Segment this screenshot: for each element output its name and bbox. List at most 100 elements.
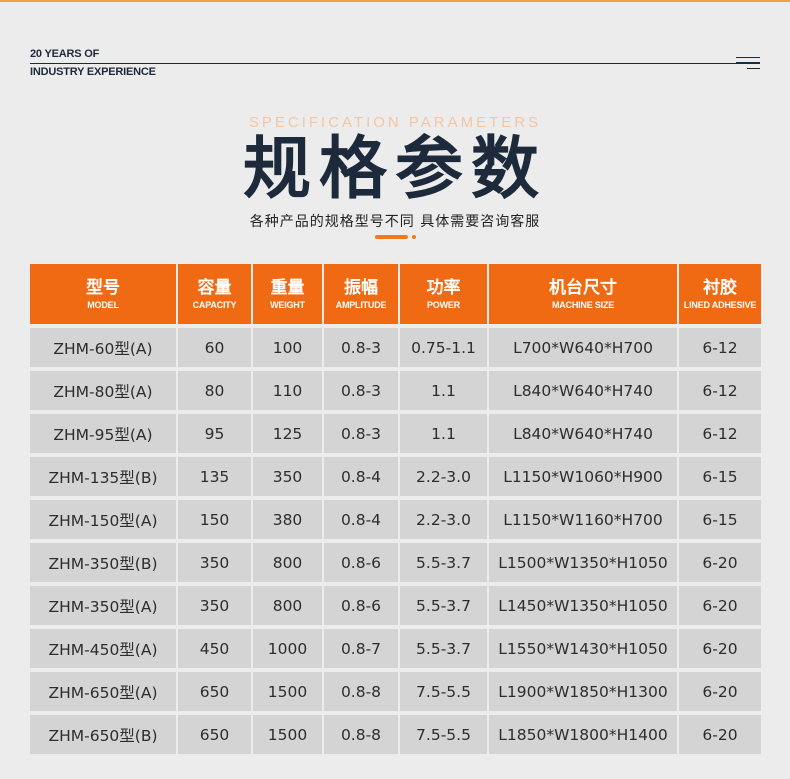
model-cell: ZHM-450型(A): [30, 629, 178, 672]
column-header-capacity: 容量 CAPACITY: [178, 264, 253, 328]
lined-adhesive-cell: 6-20: [679, 586, 761, 629]
machine-size-cell: L1900*W1850*H1300: [489, 672, 679, 715]
table-row: ZHM-350型(A) 350 800 0.8-6 5.5-3.7 L1450*W1350…: [30, 586, 761, 629]
weight-cell: 800: [253, 543, 324, 586]
power-cell: 5.5-3.7: [400, 586, 489, 629]
title-underline-dash: [375, 235, 408, 239]
machine-size-cell: L1550*W1430*H1050: [489, 629, 679, 672]
table-row: ZHM-95型(A) 95 125 0.8-3 1.1 L840*W640*H740 6-1…: [30, 414, 761, 457]
machine-size-cell: L1150*W1160*H700: [489, 500, 679, 543]
amplitude-cell: 0.8-6: [324, 586, 400, 629]
weight-cell: 110: [253, 371, 324, 414]
column-header-sublabel: WEIGHT: [270, 300, 305, 310]
capacity-cell: 350: [178, 586, 253, 629]
machine-size-cell: L1450*W1350*H1050: [489, 586, 679, 629]
model-cell: ZHM-60型(A): [30, 328, 178, 371]
spec-table-header: 型号 MODEL 容量 CAPACITY 重量 WEIGHT 振幅 AMPLIT…: [30, 264, 761, 328]
model-cell: ZHM-350型(B): [30, 543, 178, 586]
column-header-label: 机台尺寸: [549, 278, 617, 298]
power-cell: 7.5-5.5: [400, 715, 489, 754]
power-cell: 5.5-3.7: [400, 629, 489, 672]
model-cell: ZHM-135型(B): [30, 457, 178, 500]
table-row: ZHM-650型(A) 650 1500 0.8-8 7.5-5.5 L1900*W185…: [30, 672, 761, 715]
capacity-cell: 650: [178, 672, 253, 715]
table-row: ZHM-80型(A) 80 110 0.8-3 1.1 L840*W640*H740 6-1…: [30, 371, 761, 414]
capacity-cell: 650: [178, 715, 253, 754]
lined-adhesive-cell: 6-20: [679, 543, 761, 586]
lined-adhesive-cell: 6-15: [679, 500, 761, 543]
column-header-power: 功率 POWER: [400, 264, 489, 328]
table-row: ZHM-450型(A) 450 1000 0.8-7 5.5-3.7 L1550*W143…: [30, 629, 761, 672]
column-header-sublabel: MACHINE SIZE: [551, 300, 615, 310]
power-cell: 0.75-1.1: [400, 328, 489, 371]
section-subtitle: 各种产品的规格型号不同 具体需要咨询客服: [249, 214, 541, 230]
lined-adhesive-cell: 6-12: [679, 414, 761, 457]
capacity-cell: 350: [178, 543, 253, 586]
column-header-label: 功率: [426, 278, 461, 298]
lined-adhesive-cell: 6-20: [679, 629, 761, 672]
tagline-line-2: INDUSTRY EXPERIENCE: [30, 66, 156, 78]
column-header-model: 型号 MODEL: [30, 264, 178, 328]
lined-adhesive-cell: 6-15: [679, 457, 761, 500]
capacity-cell: 80: [178, 371, 253, 414]
column-header-sublabel: MODEL: [87, 300, 119, 310]
company-tagline: 20 YEARS OF INDUSTRY EXPERIENCE: [30, 47, 156, 79]
section-title-cn: 规格参数: [242, 130, 547, 209]
column-header-sublabel: AMPLITUDE: [335, 300, 387, 310]
column-header-label: 重量: [270, 278, 305, 298]
weight-cell: 125: [253, 414, 324, 457]
weight-cell: 1000: [253, 629, 324, 672]
menu-lines-icon[interactable]: [736, 56, 760, 72]
amplitude-cell: 0.8-3: [324, 414, 400, 457]
model-cell: ZHM-150型(A): [30, 500, 178, 543]
column-header-sublabel: POWER: [426, 300, 460, 310]
machine-size-cell: L1150*W1060*H900: [489, 457, 679, 500]
machine-size-cell: L840*W640*H740: [489, 414, 679, 457]
power-cell: 1.1: [400, 371, 489, 414]
weight-cell: 350: [253, 457, 324, 500]
header-divider: [30, 63, 760, 64]
power-cell: 5.5-3.7: [400, 543, 489, 586]
power-cell: 2.2-3.0: [400, 457, 489, 500]
machine-size-cell: L1850*W1800*H1400: [489, 715, 679, 754]
table-row: ZHM-150型(A) 150 380 0.8-4 2.2-3.0 L1150*W1160…: [30, 500, 761, 543]
model-cell: ZHM-80型(A): [30, 371, 178, 414]
power-cell: 7.5-5.5: [400, 672, 489, 715]
lined-adhesive-cell: 6-20: [679, 672, 761, 715]
capacity-cell: 150: [178, 500, 253, 543]
lined-adhesive-cell: 6-12: [679, 328, 761, 371]
model-cell: ZHM-650型(A): [30, 672, 178, 715]
amplitude-cell: 0.8-4: [324, 457, 400, 500]
weight-cell: 380: [253, 500, 324, 543]
weight-cell: 800: [253, 586, 324, 629]
title-underline-dot: [412, 235, 416, 239]
amplitude-cell: 0.8-3: [324, 328, 400, 371]
model-cell: ZHM-95型(A): [30, 414, 178, 457]
column-header-sublabel: CAPACITY: [192, 300, 237, 310]
table-row: ZHM-135型(B) 135 350 0.8-4 2.2-3.0 L1150*W1060…: [30, 457, 761, 500]
machine-size-cell: L840*W640*H740: [489, 371, 679, 414]
lined-adhesive-cell: 6-20: [679, 715, 761, 754]
weight-cell: 1500: [253, 672, 324, 715]
column-header-label: 振幅: [344, 278, 378, 298]
weight-cell: 100: [253, 328, 324, 371]
power-cell: 2.2-3.0: [400, 500, 489, 543]
spec-table-body: ZHM-60型(A) 60 100 0.8-3 0.75-1.1 L700*W640*H7…: [30, 328, 761, 754]
weight-cell: 1500: [253, 715, 324, 754]
amplitude-cell: 0.8-4: [324, 500, 400, 543]
column-header-weight: 重量 WEIGHT: [253, 264, 324, 328]
section-title-en: SPECIFICATION PARAMETERS: [248, 114, 542, 131]
machine-size-cell: L1500*W1350*H1050: [489, 543, 679, 586]
amplitude-cell: 0.8-3: [324, 371, 400, 414]
tagline-line-1: 20 YEARS OF: [30, 48, 100, 60]
column-header-label: 型号: [86, 278, 120, 298]
lined-adhesive-cell: 6-12: [679, 371, 761, 414]
capacity-cell: 95: [178, 414, 253, 457]
capacity-cell: 450: [178, 629, 253, 672]
amplitude-cell: 0.8-7: [324, 629, 400, 672]
table-row: ZHM-650型(B) 650 1500 0.8-8 7.5-5.5 L1850*W180…: [30, 715, 761, 754]
column-header-label: 容量: [197, 278, 232, 298]
column-header-sublabel: LINED ADHESIVE: [683, 300, 757, 310]
amplitude-cell: 0.8-8: [324, 672, 400, 715]
power-cell: 1.1: [400, 414, 489, 457]
